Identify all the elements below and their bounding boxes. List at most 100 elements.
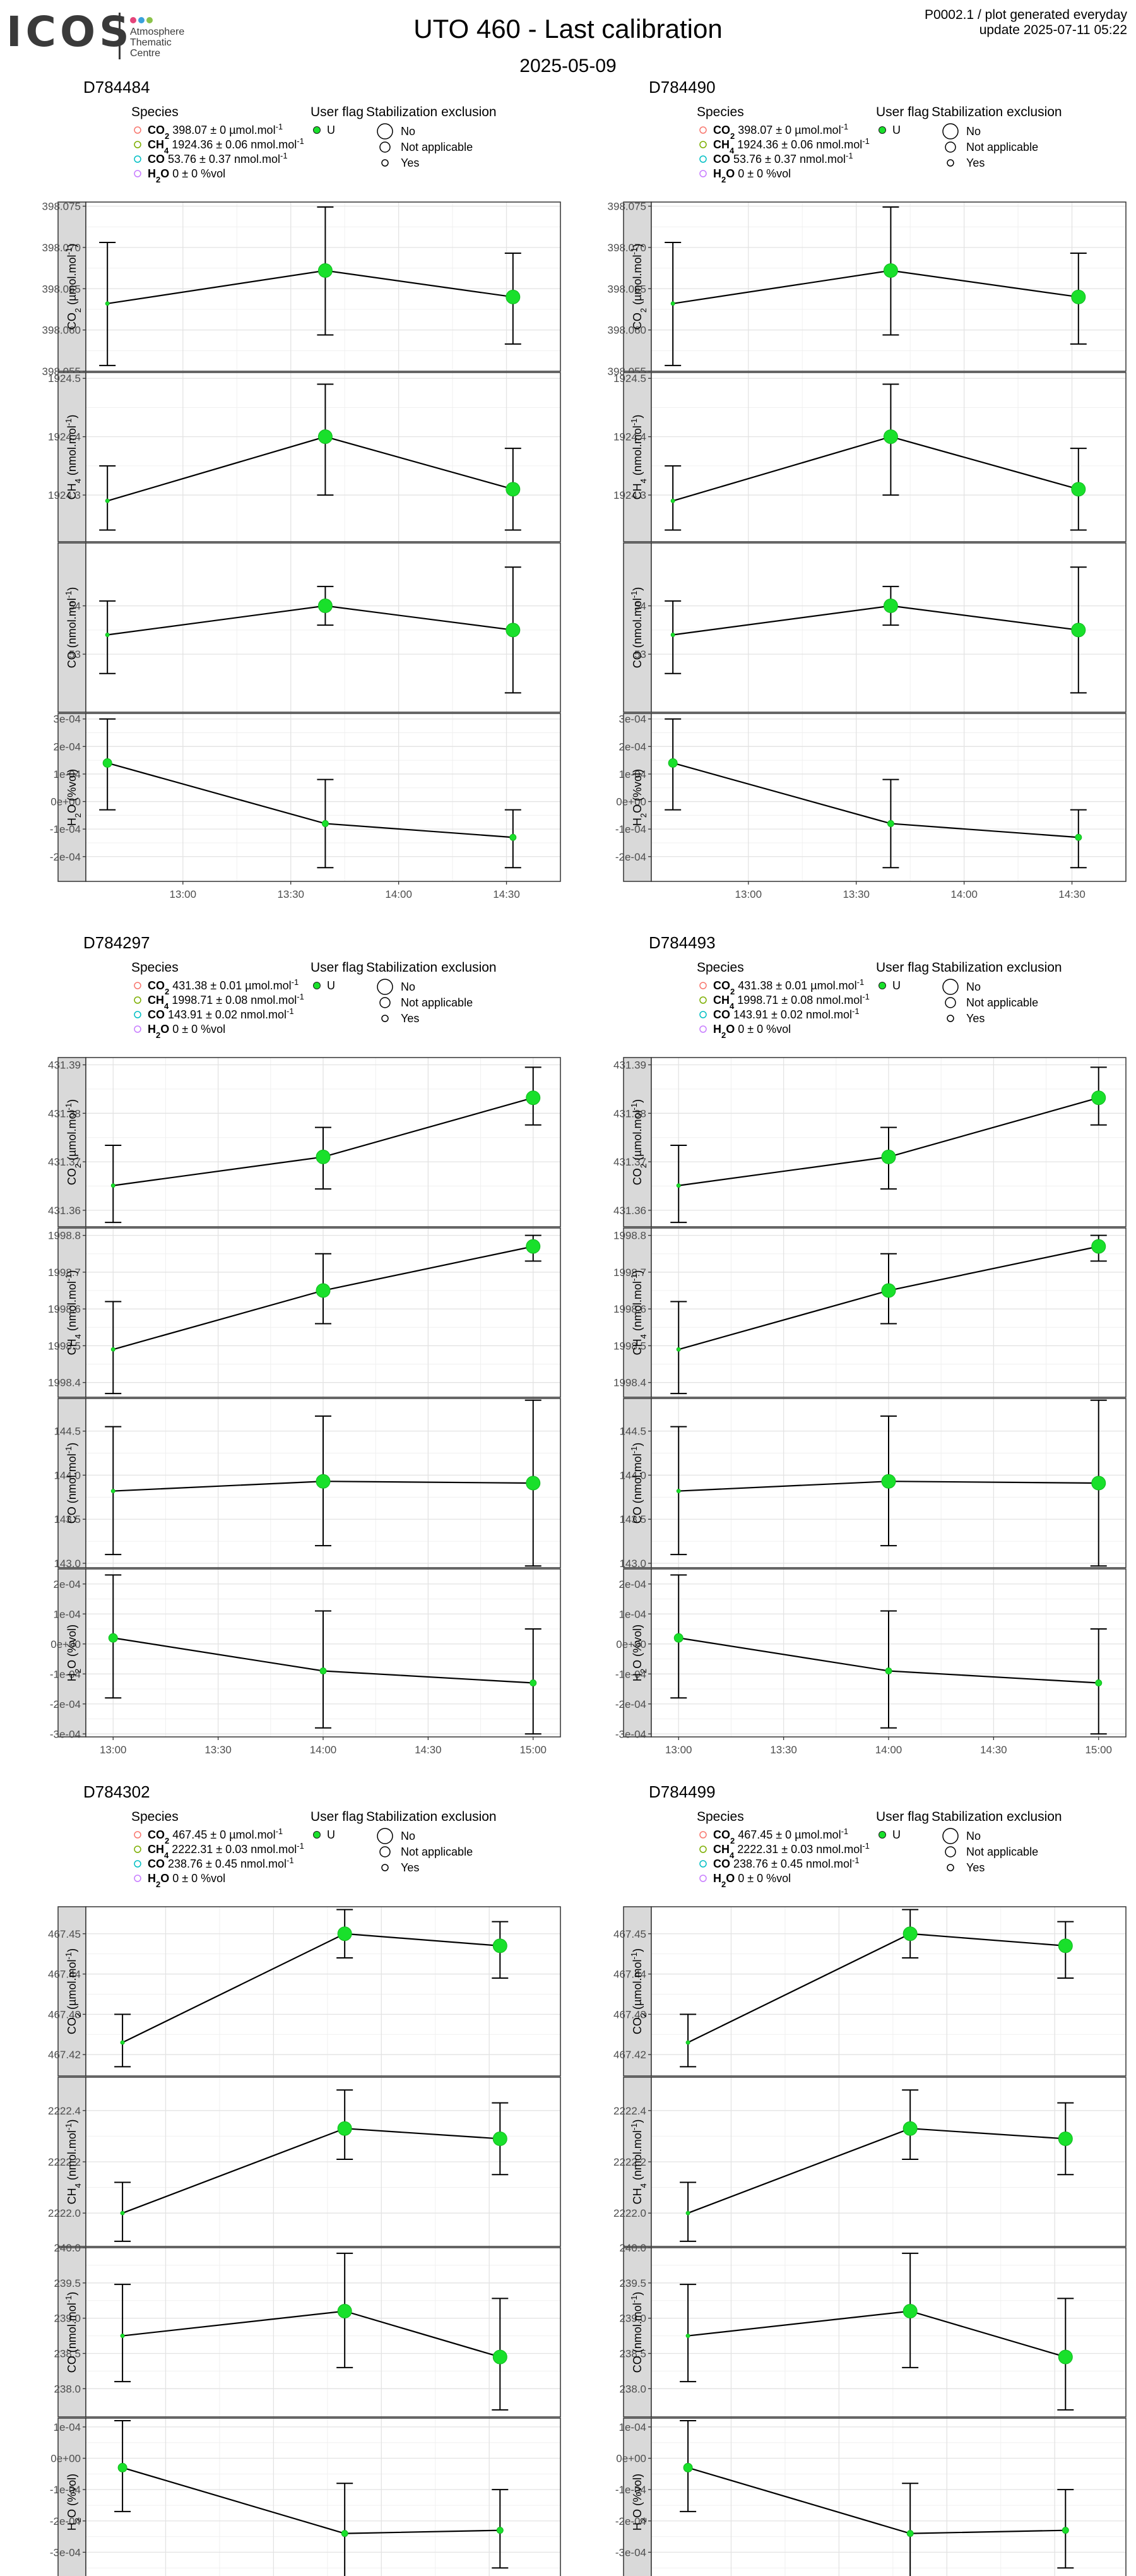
panel-background — [86, 202, 560, 371]
data-point — [319, 1667, 327, 1674]
panel-strip — [57, 542, 86, 713]
y-tick-label: 1924.3 — [48, 489, 81, 501]
panel-ylabel: CO (nmol.mol-1) — [64, 587, 79, 669]
legend-stab-item: Not applicable — [401, 1846, 473, 1858]
legend-stab-marker — [945, 997, 956, 1008]
panel-ylabel: CO2 (µmol.mol-1) — [64, 244, 83, 330]
chart-D784493: D784493 Species CO2 431.38 ± 0.01 µmol.mol… — [613, 933, 1127, 1756]
y-tick-label: 143.5 — [619, 1513, 646, 1525]
y-tick-label: 467.45 — [613, 1928, 646, 1940]
y-tick-label: 2e-04 — [54, 741, 81, 753]
x-tick-label: 13:30 — [843, 888, 870, 900]
legend-stab-item: No — [401, 1830, 415, 1842]
y-tick-label: 143.0 — [54, 1558, 81, 1570]
data-point — [316, 1283, 331, 1298]
legend-stab-title: Stabilization exclusion — [366, 105, 497, 119]
panel-border — [85, 2418, 561, 2576]
y-tick-label: 144.0 — [619, 1469, 646, 1481]
panel-ylabel: CO (nmol.mol-1) — [629, 2292, 644, 2373]
panel-ylabel: CH4 (nmol.mol-1) — [629, 2120, 648, 2205]
panel-strip — [623, 1568, 652, 1738]
panel-strip — [57, 1398, 86, 1568]
y-tick-label: 1924.4 — [48, 431, 81, 443]
legend-stab-item: No — [401, 981, 415, 993]
x-tick-label: 13:00 — [100, 1744, 127, 1756]
panel-strip — [623, 1057, 652, 1227]
y-tick-label: 240.0 — [619, 2242, 646, 2254]
x-tick-label: 14:00 — [875, 1744, 902, 1756]
legend-species-marker — [699, 155, 707, 163]
y-tick-label: 2222.2 — [613, 2156, 646, 2168]
x-tick-label: 14:00 — [950, 888, 978, 900]
legend-stab-marker — [381, 1015, 389, 1022]
panel-border — [651, 201, 1127, 372]
legend-species-entry: H2O 0 ± 0 %vol — [148, 1023, 225, 1040]
y-tick-label: 398.065 — [42, 283, 81, 295]
y-tick-label: 431.39 — [48, 1059, 81, 1071]
panel-border — [85, 372, 561, 542]
legend-stab-title: Stabilization exclusion — [932, 1810, 1062, 1824]
panel-CO: 238.0 238.5 239.0 239.5 240.0 CO (nmol.mol-1) — [619, 2242, 1127, 2418]
panel-background — [651, 202, 1126, 371]
legend-flag-label: U — [892, 1828, 901, 1841]
data-point — [881, 1149, 896, 1164]
legend-flag-title: User flag — [311, 960, 364, 975]
y-tick-label: 2222.4 — [48, 2105, 81, 2117]
panel-ylabel: CO2 (µmol.mol-1) — [629, 1948, 648, 2034]
legend-species-entry: CO2 398.07 ± 0 µmol.mol-1 — [713, 122, 848, 141]
data-point — [883, 263, 898, 278]
chart-title: D784302 — [83, 1782, 150, 1801]
panel-strip — [623, 713, 652, 882]
y-tick-label: 143.0 — [619, 1558, 646, 1570]
legend-species-title: Species — [131, 1810, 179, 1824]
legend-species-entry: CH4 1924.36 ± 0.06 nmol.mol-1 — [148, 136, 304, 155]
logo-dots — [130, 15, 155, 27]
panel-ylabel: CO (nmol.mol-1) — [64, 2292, 79, 2373]
panel-border — [85, 1906, 561, 2077]
y-tick-label: -2e-04 — [50, 2515, 81, 2527]
legend-flag-title: User flag — [876, 1810, 929, 1824]
y-tick-label: -2e-04 — [50, 1698, 81, 1710]
legend-species-marker — [699, 126, 707, 134]
plot-meta: P0002.1 / plot generated everyday update… — [925, 8, 1127, 38]
data-point — [685, 2334, 690, 2339]
data-point — [685, 2210, 690, 2215]
panel-ylabel: CO2 (µmol.mol-1) — [629, 244, 648, 330]
panel-ylabel: CO2 (µmol.mol-1) — [64, 1948, 83, 2034]
y-tick-label: 1998.8 — [48, 1230, 81, 1242]
y-tick-label: 1924.5 — [613, 373, 646, 385]
legend-species-marker — [134, 996, 141, 1004]
panel-CO2: 467.42 467.43 467.44 467.45 CO2 (µmol.mol-1) — [48, 1906, 561, 2077]
panel-strip — [623, 1398, 652, 1568]
data-point — [673, 1633, 683, 1643]
y-tick-label: 0e+00 — [50, 1638, 81, 1650]
data-point — [668, 758, 678, 768]
legend-stab-title: Stabilization exclusion — [366, 960, 497, 975]
legend-species-entry: CO 53.76 ± 0.37 nmol.mol-1 — [713, 151, 853, 166]
panel-strip — [57, 2247, 86, 2418]
y-tick-label: 467.44 — [613, 1969, 646, 1981]
legend-stab-marker — [377, 1828, 393, 1844]
legend-species-marker — [134, 1025, 141, 1033]
data-point — [108, 1633, 118, 1643]
panel-ylabel: H2O (%vol) — [631, 2474, 648, 2531]
data-point — [317, 429, 333, 444]
x-tick-label: 14:30 — [1058, 888, 1086, 900]
panel-border — [651, 2247, 1127, 2418]
data-point — [526, 1090, 541, 1106]
y-tick-label: 240.0 — [54, 2242, 81, 2254]
panel-ylabel: CH4 (nmol.mol-1) — [629, 1270, 648, 1356]
logo-subtitle-line: Centre — [130, 48, 161, 59]
x-tick-label: 14:30 — [415, 1744, 442, 1756]
data-point — [902, 1926, 918, 1941]
y-tick-label: 1e-04 — [619, 1608, 646, 1620]
data-point — [506, 623, 521, 638]
legend-flag-label: U — [327, 124, 335, 136]
panel-CH4: 1998.4 1998.5 1998.6 1998.7 1998.8 CH4 (nmol.… — [48, 1227, 561, 1398]
panel-background — [651, 713, 1126, 881]
data-point — [341, 2530, 348, 2537]
legend-stab-item: Yes — [401, 1861, 419, 1874]
panel-ylabel: CH4 (nmol.mol-1) — [64, 2120, 83, 2205]
